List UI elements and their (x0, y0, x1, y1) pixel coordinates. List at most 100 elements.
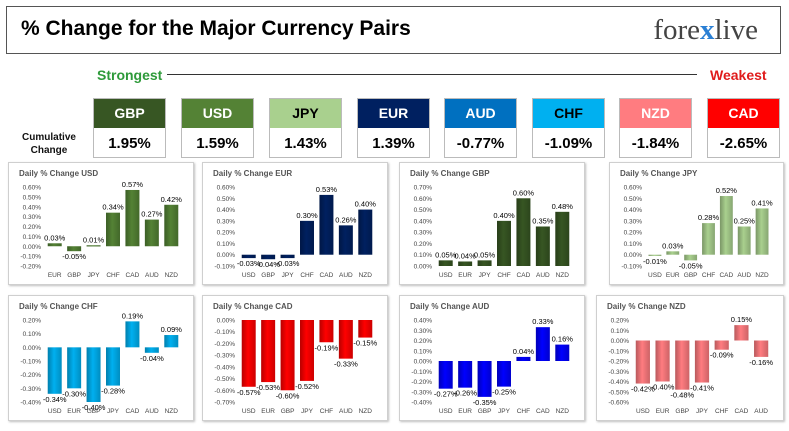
bar-jpy (300, 320, 314, 381)
y-tick-label: -0.10% (214, 329, 235, 336)
currency-code: EUR (358, 99, 429, 128)
data-label: 0.42% (161, 195, 183, 204)
data-label: -0.16% (749, 358, 773, 367)
bar-gbp (67, 246, 81, 251)
x-category-label: EUR (458, 408, 472, 415)
data-label: 0.30% (296, 211, 318, 220)
data-label: 0.52% (716, 186, 738, 195)
bar-chf (497, 221, 511, 266)
data-label: 0.41% (751, 198, 773, 207)
currency-box-eur: EUR 1.39% (357, 98, 430, 158)
x-category-label: JPY (696, 408, 709, 415)
x-category-label: NZD (556, 272, 570, 279)
bar-chart: -0.10% 0.00% 0.10% 0.20% 0.30% 0.40% 0.50% 0.60… (203, 163, 387, 284)
bar-cad (720, 196, 733, 255)
y-tick-label: 0.10% (23, 234, 42, 241)
x-category-label: EUR (67, 408, 81, 415)
y-tick-label: 0.40% (414, 318, 433, 325)
data-label: 0.15% (731, 315, 753, 324)
bar-gbp (675, 341, 689, 390)
bar-chf (715, 341, 729, 350)
bar-usd (242, 255, 256, 258)
x-category-label: GBP (87, 408, 101, 415)
bar-eur (48, 243, 62, 246)
bar-chart: -0.10% 0.00% 0.10% 0.20% 0.30% 0.40% 0.50% 0.60… (610, 163, 783, 284)
bar-gbp (478, 361, 492, 397)
bar-nzd (164, 335, 178, 347)
bar-cad (516, 198, 530, 266)
chart-panel-5: Daily % Change CHF -0.40% -0.30% -0.20% -0.1… (8, 295, 194, 421)
y-tick-label: -0.20% (20, 264, 41, 271)
y-tick-label: -0.40% (411, 400, 432, 407)
bar-usd (649, 255, 662, 256)
bar-chf (319, 320, 333, 342)
bar-usd (636, 341, 650, 384)
currency-box-jpy: JPY 1.43% (269, 98, 342, 158)
data-label: 0.03% (662, 241, 684, 250)
currency-cumulative-value: 1.39% (358, 128, 429, 157)
x-category-label: GBP (684, 272, 698, 279)
bar-nzd (555, 345, 569, 361)
x-category-label: JPY (282, 272, 295, 279)
x-category-label: AUD (145, 408, 159, 415)
currency-cumulative-value: 1.43% (270, 128, 341, 157)
currency-box-gbp: GBP 1.95% (93, 98, 166, 158)
currency-box-cad: CAD -2.65% (707, 98, 780, 158)
bar-gbp (684, 255, 697, 261)
data-label: 0.33% (532, 317, 554, 326)
x-category-label: USD (242, 272, 256, 279)
currency-code: AUD (445, 99, 516, 128)
y-tick-label: -0.10% (621, 264, 642, 271)
x-category-label: CHF (702, 272, 715, 279)
data-label: -0.35% (473, 398, 497, 407)
data-label: -0.15% (353, 339, 377, 348)
x-category-label: GBP (281, 408, 295, 415)
y-tick-label: -0.60% (608, 400, 629, 407)
y-tick-label: 0.30% (414, 328, 433, 335)
y-tick-label: 0.40% (624, 207, 643, 214)
cumulative-change-label: Cumulative Change (14, 131, 84, 157)
forexlive-logo: forexlive (653, 14, 758, 47)
x-category-label: EUR (261, 408, 275, 415)
data-label: -0.01% (643, 257, 667, 266)
y-tick-label: 0.70% (414, 185, 433, 192)
x-category-label: GBP (67, 272, 81, 279)
x-category-label: NZD (556, 408, 570, 415)
strongest-label: Strongest (97, 67, 162, 83)
chart-panel-7: Daily % Change AUD -0.40% -0.30% -0.20% -0.1… (399, 295, 585, 421)
bar-chf (106, 213, 120, 247)
data-label: 0.04% (513, 347, 535, 356)
y-tick-label: -0.30% (411, 389, 432, 396)
data-label: -0.33% (334, 360, 358, 369)
y-tick-label: -0.70% (214, 400, 235, 407)
bar-chf (702, 223, 715, 255)
data-label: -0.25% (492, 388, 516, 397)
y-tick-label: -0.10% (608, 348, 629, 355)
bar-gbp (87, 347, 101, 402)
y-tick-label: -0.10% (20, 254, 41, 261)
currency-code: CHF (533, 99, 604, 128)
x-category-label: USD (242, 408, 256, 415)
x-category-label: AUD (339, 272, 353, 279)
data-label: 0.03% (44, 233, 66, 242)
bar-eur (261, 320, 275, 382)
data-label: 0.01% (83, 235, 105, 244)
bar-nzd (555, 212, 569, 266)
x-category-label: AUD (754, 408, 768, 415)
bar-nzd (358, 210, 372, 255)
y-tick-label: 0.10% (414, 252, 433, 259)
x-category-label: EUR (458, 272, 472, 279)
currency-code: USD (182, 99, 253, 128)
y-tick-label: 0.00% (414, 264, 433, 271)
currency-cumulative-value: 1.59% (182, 128, 253, 157)
x-category-label: CHF (320, 408, 333, 415)
x-category-label: USD (439, 408, 453, 415)
bar-jpy (281, 255, 295, 258)
data-label: -0.52% (295, 382, 319, 391)
currency-box-nzd: NZD -1.84% (619, 98, 692, 158)
data-label: 0.60% (513, 188, 535, 197)
x-category-label: JPY (88, 272, 101, 279)
x-category-label: CAD (735, 408, 749, 415)
y-tick-label: 0.20% (611, 318, 630, 325)
x-category-label: AUD (737, 272, 751, 279)
